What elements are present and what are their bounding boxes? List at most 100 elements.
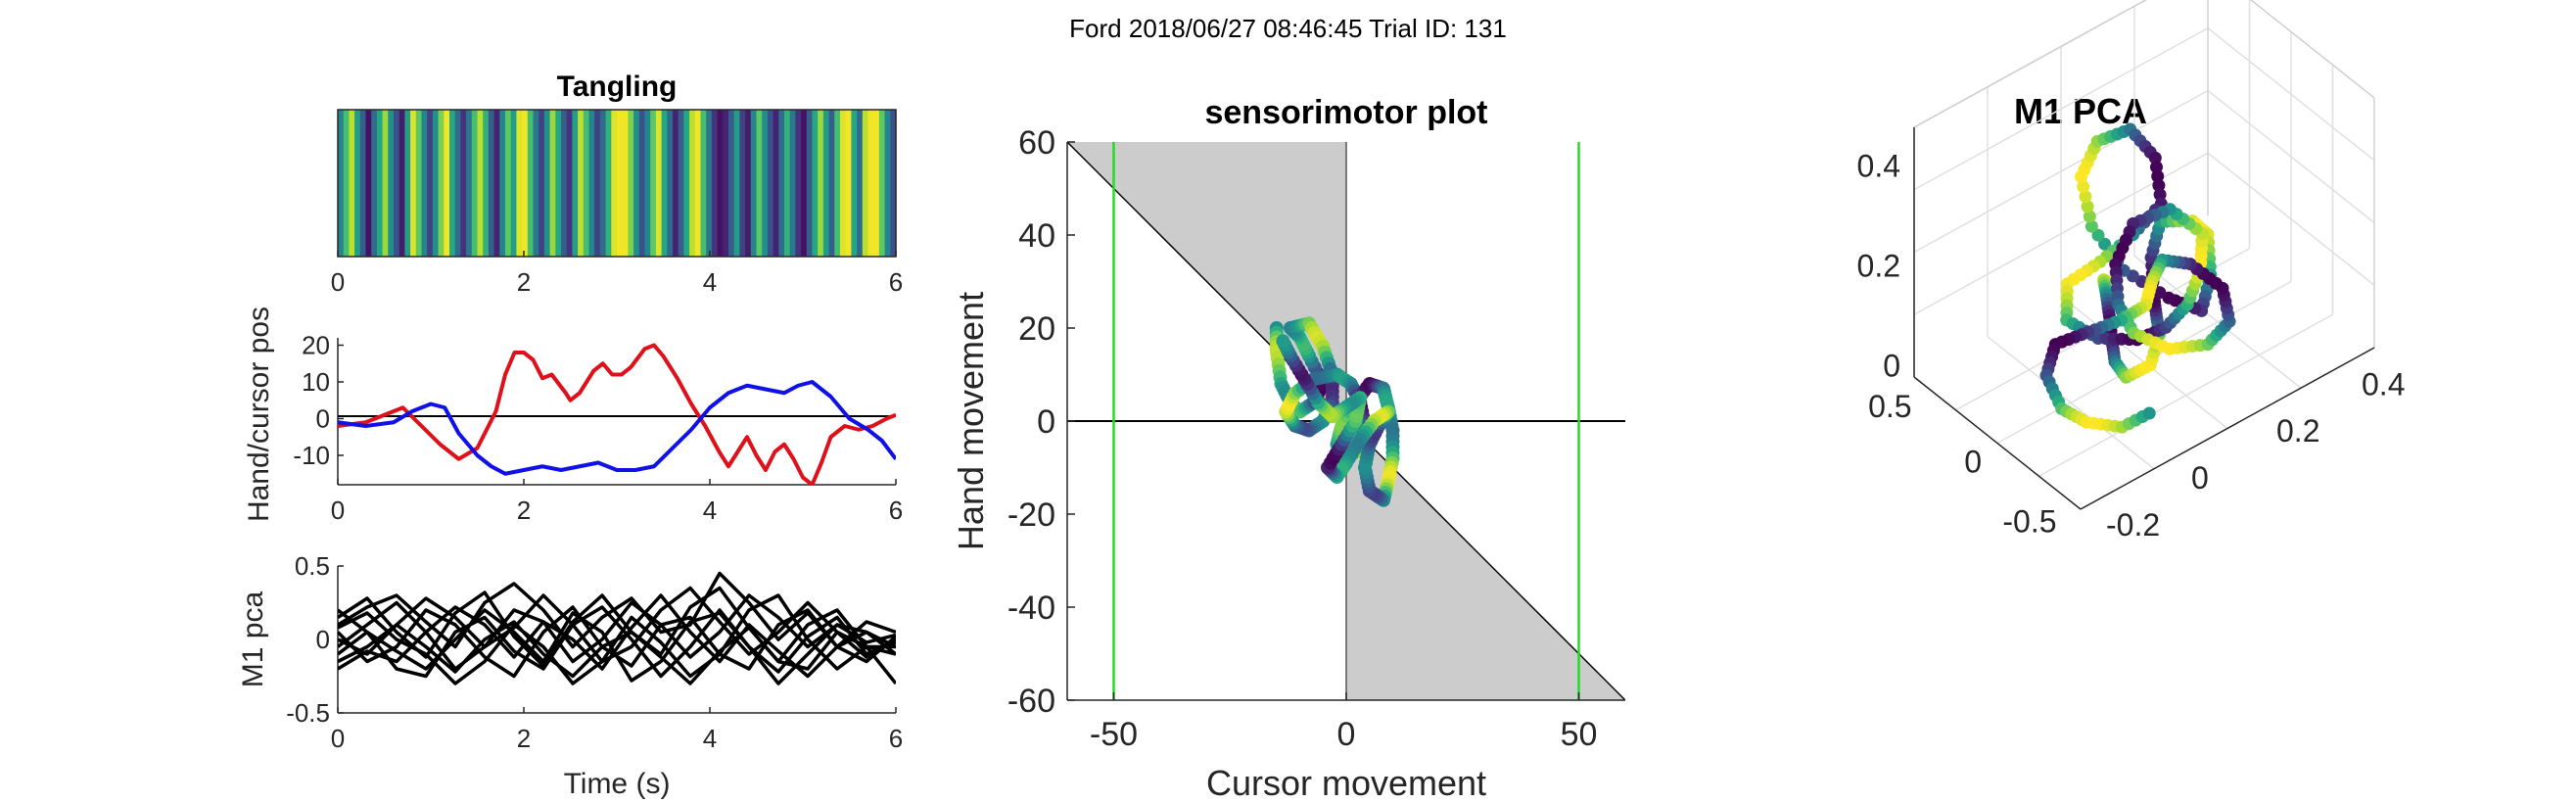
sensorimotor-trajectory xyxy=(1269,316,1400,507)
tangling-strip xyxy=(822,110,830,257)
tangling-strip xyxy=(878,110,886,257)
tangling-strip xyxy=(427,110,434,257)
m1-pca-ytick-label: -0.5 xyxy=(286,698,330,728)
tangling-strip xyxy=(488,110,495,257)
sensorimotor-xtick-label: -50 xyxy=(1090,716,1138,753)
tangling-strip xyxy=(728,110,735,257)
tangling-strip xyxy=(678,110,684,257)
box-axis-line xyxy=(2080,347,2375,510)
hand-cursor-xtick-label: 6 xyxy=(889,496,903,525)
sensorimotor-ytick-label: 40 xyxy=(1018,217,1055,255)
tangling-strip xyxy=(673,110,679,257)
tangling-strip xyxy=(454,110,461,257)
box-axis-line xyxy=(1913,376,2082,510)
m1-pca-xtick-label: 0 xyxy=(331,724,345,753)
tangling-xtick-label: 4 xyxy=(703,267,717,297)
tangling-strip xyxy=(773,110,779,257)
m1-pca-time-axes: 0 2 4 60.50-0.5 xyxy=(286,551,903,753)
tangling-strip xyxy=(354,110,361,257)
tangling-strip xyxy=(862,110,869,257)
tangling-strip xyxy=(516,110,523,257)
right-axis-tick-label: 0.4 xyxy=(2362,366,2405,402)
tangling-strip xyxy=(404,110,411,257)
m1-pca-time-lines xyxy=(338,571,896,685)
tangling-strip xyxy=(438,110,445,257)
tangling-strip xyxy=(756,110,763,257)
tangling-strip xyxy=(466,110,473,257)
pca-3d-point xyxy=(2083,210,2096,223)
tangling-strip xyxy=(694,110,702,257)
grid-line xyxy=(2207,27,2375,162)
tangling-strip xyxy=(745,110,752,257)
m1-pca-3d-panel: M1 PCA 0.40.200.50-0.5 -0.200.20.4 xyxy=(1857,0,2406,543)
tangling-strip xyxy=(527,110,535,257)
tangling-strip xyxy=(750,110,758,257)
tangling-strip xyxy=(806,110,814,257)
tangling-strip xyxy=(622,110,629,257)
hand-cursor-xtick-label: 0 xyxy=(331,496,345,525)
sensorimotor-title: sensorimotor plot xyxy=(1204,94,1487,131)
tangling-strip xyxy=(349,110,355,257)
m1-pca-xtick-label: 4 xyxy=(703,724,717,753)
tangling-strip xyxy=(578,110,585,257)
tangling-panel: Tangling 0 2 4 6 xyxy=(331,71,903,297)
m1-pca-component-line xyxy=(338,571,896,656)
m1-pca-ytick-label: 0 xyxy=(316,625,330,654)
tangling-strip xyxy=(661,110,668,257)
m1-pca-3d-box xyxy=(1913,0,2375,510)
box-back-edge xyxy=(1913,0,2147,128)
grid-line xyxy=(1913,89,2209,254)
tangling-strip xyxy=(834,110,841,257)
tangling-strip xyxy=(683,110,690,257)
right-axis-tick-label: 0.2 xyxy=(2276,413,2319,449)
cursor-position-line xyxy=(338,380,896,476)
m1-pca-time-panel: 0 2 4 60.50-0.5 M1 pca Time (s) xyxy=(237,551,903,800)
tangling-strip xyxy=(449,110,456,257)
pca-3d-point xyxy=(2081,200,2094,213)
sensorimotor-ytick-label: 20 xyxy=(1018,310,1055,348)
sensorimotor-point xyxy=(1276,334,1290,349)
tangling-strip xyxy=(711,110,719,257)
tangling-strip xyxy=(410,110,417,257)
z-tick-label: 0 xyxy=(1883,348,1900,383)
hand-cursor-ytick-label: 0 xyxy=(316,404,330,434)
tangling-strip xyxy=(499,110,506,257)
hand-cursor-ylabel: Hand/cursor pos xyxy=(243,307,275,522)
tangling-strip xyxy=(460,110,467,257)
tangling-strip xyxy=(566,110,573,257)
tangling-strip xyxy=(655,110,663,257)
tangling-strip xyxy=(638,110,646,257)
m1-pca-xtick-label: 2 xyxy=(517,724,531,753)
tangling-strip xyxy=(867,110,874,257)
tangling-strip xyxy=(359,110,367,257)
hand-position-line xyxy=(338,343,896,485)
m1-pca-3d-trajectory xyxy=(2039,122,2236,434)
left-axis-tick-label: 0.5 xyxy=(1868,389,1911,424)
tangling-strip xyxy=(343,110,350,257)
sensorimotor-ytick-label: -20 xyxy=(1007,496,1055,534)
sensorimotor-panel: sensorimotor plot -50 0 50 60 40 20 0 -20 -40 -60… xyxy=(951,94,1625,803)
tangling-strip xyxy=(583,110,590,257)
tangling-strip xyxy=(762,110,769,257)
grid-line xyxy=(1913,27,2209,191)
sensorimotor-ytick-label: 60 xyxy=(1018,124,1055,162)
tangling-strip xyxy=(650,110,657,257)
m1-pca-3d-ticks: 0.4 0.2 0 0.5 0 -0.5 -0.2 0 0.2 0.4 xyxy=(1857,148,2406,543)
left-axis-tick-label: -0.5 xyxy=(2002,503,2056,539)
tangling-strip xyxy=(522,110,529,257)
tangling-strip xyxy=(493,110,500,257)
hand-cursor-xtick-label: 2 xyxy=(517,496,531,525)
tangling-strip xyxy=(628,110,634,257)
tangling-strip xyxy=(572,110,579,257)
tangling-strip xyxy=(444,110,450,257)
right-axis-tick-label: 0 xyxy=(2191,460,2209,496)
z-tick-label: 0.4 xyxy=(1857,148,1900,183)
sensorimotor-ylabel: Hand movement xyxy=(951,292,991,550)
hand-cursor-ytick-label: 20 xyxy=(302,331,330,360)
right-axis-tick-label: -0.2 xyxy=(2106,507,2160,543)
tangling-strip xyxy=(778,110,785,257)
hand-cursor-ytick-label: 10 xyxy=(302,367,330,397)
tangling-title: Tangling xyxy=(557,71,678,103)
box-back-edge xyxy=(2249,0,2375,99)
tangling-strip xyxy=(371,110,378,257)
